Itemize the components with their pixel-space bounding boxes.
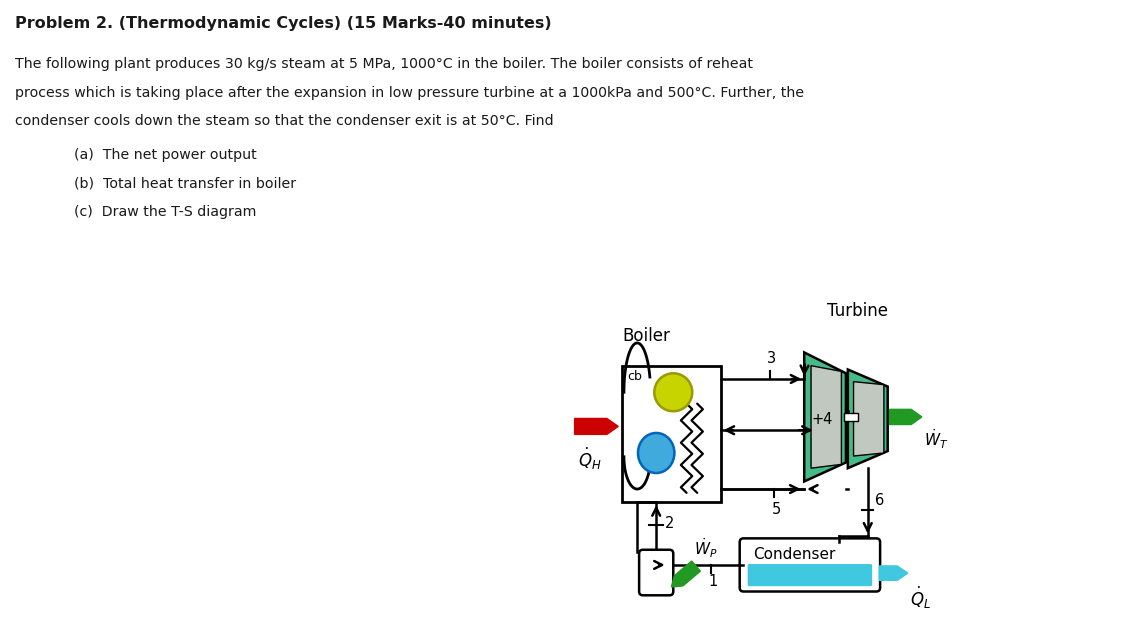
FancyBboxPatch shape [748,564,872,586]
Text: (a)  The net power output: (a) The net power output [74,148,257,162]
Bar [622,366,720,502]
Text: Boiler: Boiler [622,327,670,345]
Text: $\dot{W}_P$: $\dot{W}_P$ [694,537,718,560]
Text: +4: +4 [811,412,832,427]
Text: $\dot{Q}_H$: $\dot{Q}_H$ [578,445,602,471]
Text: condenser cools down the steam so that the condenser exit is at 50°C. Find: condenser cools down the steam so that t… [15,114,553,129]
Text: 1: 1 [709,574,718,589]
Text: (c)  Draw the T-S diagram: (c) Draw the T-S diagram [74,205,256,219]
Polygon shape [848,369,888,468]
Text: 3: 3 [767,351,776,366]
Text: process which is taking place after the expansion in low pressure turbine at a 1: process which is taking place after the … [15,86,803,100]
Text: 2: 2 [665,515,674,531]
Polygon shape [854,382,884,456]
Text: Condenser: Condenser [752,548,835,563]
FancyArrow shape [575,419,618,435]
FancyArrow shape [880,566,908,581]
Text: cb: cb [627,370,642,383]
Text: Problem 2. (Thermodynamic Cycles) (15 Marks-40 minutes): Problem 2. (Thermodynamic Cycles) (15 Ma… [15,16,552,30]
Polygon shape [805,353,846,481]
Text: 5: 5 [773,502,782,517]
Polygon shape [811,366,841,468]
Ellipse shape [638,433,675,473]
Text: $\dot{Q}_L$: $\dot{Q}_L$ [909,585,931,612]
Text: (b)  Total heat transfer in boiler: (b) Total heat transfer in boiler [74,176,296,191]
FancyBboxPatch shape [740,538,880,591]
FancyArrow shape [671,561,700,587]
Text: $\dot{W}_T$: $\dot{W}_T$ [924,427,948,451]
Ellipse shape [654,373,692,411]
FancyBboxPatch shape [640,550,674,596]
Text: The following plant produces 30 kg/s steam at 5 MPa, 1000°C in the boiler. The b: The following plant produces 30 kg/s ste… [15,57,753,71]
Bar [844,413,858,421]
Text: 6: 6 [875,493,884,508]
Text: Turbine: Turbine [827,302,888,320]
FancyArrow shape [890,409,922,425]
